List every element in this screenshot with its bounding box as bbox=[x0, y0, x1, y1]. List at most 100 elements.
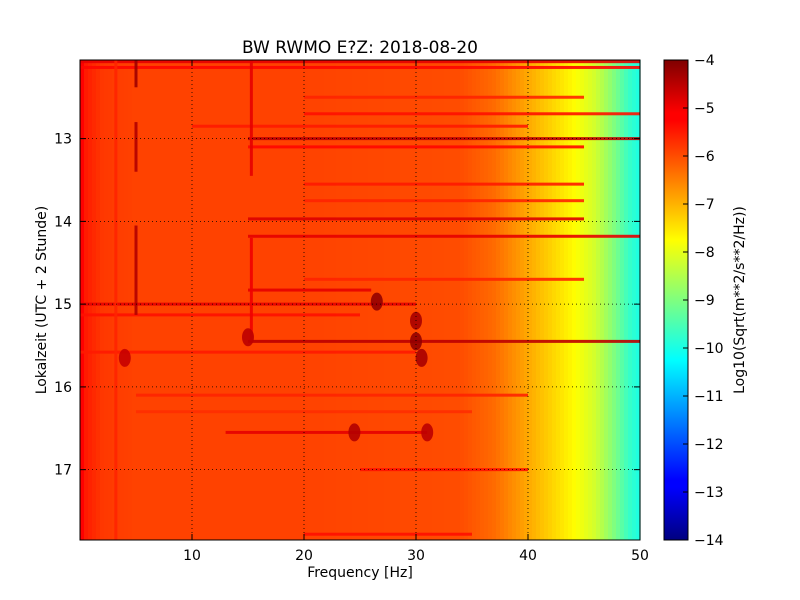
spectrum-column bbox=[316, 60, 321, 540]
spectrum-column bbox=[176, 60, 181, 540]
spectrum-column bbox=[548, 60, 553, 540]
spectrum-column bbox=[592, 60, 597, 540]
spectrum-column bbox=[564, 60, 569, 540]
spectrum-column bbox=[284, 60, 289, 540]
spectrum-column bbox=[540, 60, 545, 540]
spectrum-column bbox=[468, 60, 473, 540]
spectrum-column bbox=[612, 60, 617, 540]
spectrum-column bbox=[536, 60, 541, 540]
spectrum-column bbox=[280, 60, 285, 540]
horizontal-noise-line bbox=[192, 124, 528, 128]
spectrum-column bbox=[264, 60, 269, 540]
spectrum-column bbox=[180, 60, 185, 540]
horizontal-noise-line bbox=[304, 199, 584, 203]
spectrum-column bbox=[244, 60, 249, 540]
x-tick-label: 20 bbox=[295, 548, 313, 564]
spectrum-column bbox=[268, 60, 273, 540]
spectrum-column bbox=[620, 60, 625, 540]
y-tick-label: 17 bbox=[54, 463, 72, 479]
spectrum-column bbox=[184, 60, 189, 540]
spectrum-column bbox=[140, 60, 145, 540]
spectrum-column bbox=[392, 60, 397, 540]
y-tick-label: 15 bbox=[54, 297, 72, 313]
spectrum-column bbox=[476, 60, 481, 540]
spectrum-column bbox=[464, 60, 469, 540]
spectral-peak bbox=[415, 348, 428, 367]
spectrum-column bbox=[520, 60, 525, 540]
spectrum-column bbox=[352, 60, 357, 540]
colorbar-tick-label: −5 bbox=[694, 101, 715, 117]
spectrum-column bbox=[636, 60, 641, 540]
spectrum-column bbox=[628, 60, 633, 540]
spectrum-column bbox=[200, 60, 205, 540]
spectrum-column bbox=[604, 60, 609, 540]
spectrum-column bbox=[364, 60, 369, 540]
spectrum-column bbox=[192, 60, 197, 540]
spectrum-column bbox=[336, 60, 341, 540]
spectrum-column bbox=[624, 60, 629, 540]
spectrum-column bbox=[412, 60, 417, 540]
spectrum-column bbox=[324, 60, 329, 540]
spectrum-column bbox=[576, 60, 581, 540]
spectrum-column bbox=[224, 60, 229, 540]
spectrum-column bbox=[292, 60, 297, 540]
spectrum-column bbox=[260, 60, 265, 540]
spectrum-column bbox=[368, 60, 373, 540]
y-axis-label: Lokalzeit (UTC + 2 Stunde) bbox=[34, 206, 50, 395]
spectrum-column bbox=[488, 60, 493, 540]
spectrum-column bbox=[408, 60, 413, 540]
spectrum-column bbox=[104, 60, 109, 540]
spectral-features bbox=[80, 60, 640, 540]
y-axis: 13 14 15 16 17 bbox=[54, 132, 640, 479]
horizontal-noise-line bbox=[136, 393, 528, 397]
spectrum-column bbox=[508, 60, 513, 540]
spectrum-column bbox=[504, 60, 509, 540]
spectrum-column bbox=[124, 60, 129, 540]
spectrum-column bbox=[448, 60, 453, 540]
horizontal-noise-line bbox=[248, 339, 640, 343]
spectrum-column bbox=[452, 60, 457, 540]
spectrum-column bbox=[116, 60, 121, 540]
horizontal-noise-line bbox=[225, 430, 428, 434]
spectrum-column bbox=[568, 60, 573, 540]
spectrum-column bbox=[132, 60, 137, 540]
spectrum-column bbox=[600, 60, 605, 540]
spectrum-column bbox=[444, 60, 449, 540]
horizontal-noise-line bbox=[304, 277, 584, 281]
spectrum-column bbox=[300, 60, 305, 540]
spectrum-column bbox=[148, 60, 153, 540]
colorbar-tick-label: −9 bbox=[694, 293, 715, 309]
spectrum-column bbox=[144, 60, 149, 540]
spectrum-column bbox=[356, 60, 361, 540]
spectrum-column bbox=[516, 60, 521, 540]
horizontal-noise-line bbox=[304, 112, 640, 116]
spectrum-column bbox=[584, 60, 589, 540]
spectrum-column bbox=[296, 60, 301, 540]
colorbar-tick-label: −13 bbox=[694, 485, 724, 501]
spectrum-column bbox=[484, 60, 489, 540]
spectral-peak bbox=[348, 423, 361, 442]
spectral-peak bbox=[421, 423, 434, 442]
spectrum-column bbox=[332, 60, 337, 540]
spectrum-column bbox=[344, 60, 349, 540]
chart-title: BW RWMO E?Z: 2018-08-20 bbox=[242, 38, 478, 58]
spectrum-column bbox=[596, 60, 601, 540]
x-tick-label: 50 bbox=[631, 548, 649, 564]
horizontal-noise-line bbox=[80, 65, 640, 69]
spectrum-column bbox=[420, 60, 425, 540]
heatmap-cells bbox=[80, 60, 641, 540]
colorbar-tick-label: −8 bbox=[694, 245, 715, 261]
colorbar-tick-label: −4 bbox=[694, 53, 715, 69]
horizontal-noise-line bbox=[80, 60, 640, 64]
spectrum-column bbox=[312, 60, 317, 540]
spectrum-column bbox=[276, 60, 281, 540]
colorbar-ticks: −4 −5 −6 −7 −8 −9 −10 −11 −12 −13 −14 bbox=[683, 53, 724, 549]
spectrum-column bbox=[428, 60, 433, 540]
spectrum-column bbox=[632, 60, 637, 540]
spectrum-column bbox=[456, 60, 461, 540]
spectrum-column bbox=[440, 60, 445, 540]
spectrum-column bbox=[100, 60, 105, 540]
horizontal-noise-line bbox=[248, 234, 640, 238]
x-tick-label: 10 bbox=[183, 548, 201, 564]
